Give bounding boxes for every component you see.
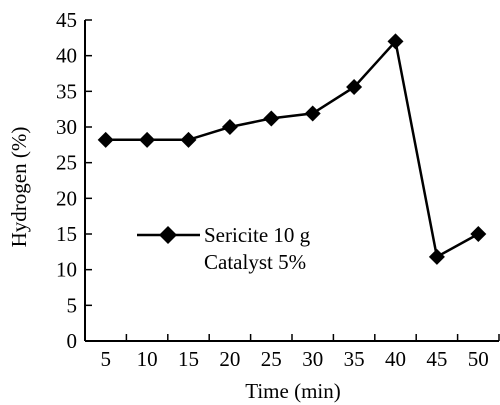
data-point-marker	[428, 248, 445, 265]
x-tick-label: 35	[344, 347, 365, 371]
y-tick-label: 25	[56, 151, 77, 175]
data-point-marker	[263, 110, 280, 127]
y-tick-label: 20	[56, 186, 77, 210]
data-point-marker	[346, 79, 363, 96]
data-point-marker	[180, 131, 197, 148]
y-axis-label: Hydrogen (%)	[7, 127, 31, 248]
x-tick-label: 20	[219, 347, 240, 371]
y-tick-label: 35	[56, 79, 77, 103]
data-point-marker	[304, 105, 321, 122]
data-point-marker	[97, 131, 114, 148]
data-point-marker	[139, 131, 156, 148]
y-tick-label: 5	[67, 293, 78, 317]
x-tick-label: 40	[385, 347, 406, 371]
y-axis-ticks: 0 5 10 15 20 25 30 35 40 45	[56, 8, 92, 353]
x-tick-label: 45	[426, 347, 447, 371]
series-line	[105, 38, 479, 259]
x-axis-label: Time (min)	[245, 379, 340, 403]
data-point-marker	[470, 226, 487, 242]
axes-frame	[84, 20, 499, 342]
x-tick-label: 50	[468, 347, 489, 371]
legend-diamond-marker	[159, 226, 177, 244]
legend-label-line2: Catalyst 5%	[204, 250, 306, 274]
x-tick-label: 5	[100, 347, 111, 371]
y-tick-label: 30	[56, 115, 77, 139]
y-tick-label: 40	[56, 44, 77, 68]
x-tick-label: 15	[178, 347, 199, 371]
data-point-marker	[221, 119, 238, 135]
y-tick-label: 0	[67, 329, 78, 353]
legend-label-line1: Sericite 10 g	[204, 223, 311, 247]
y-tick-label: 10	[56, 258, 77, 282]
x-tick-label: 25	[261, 347, 282, 371]
x-tick-label: 10	[137, 347, 158, 371]
y-tick-label: 15	[56, 222, 77, 246]
data-point-marker	[387, 33, 404, 50]
x-tick-label: 30	[302, 347, 323, 371]
x-axis-ticks: 5 10 15 20 25 30 35 40 45 50	[100, 334, 500, 371]
y-tick-label: 45	[56, 8, 77, 32]
series-layer	[97, 33, 487, 265]
legend: Sericite 10 g Catalyst 5%	[137, 223, 311, 274]
